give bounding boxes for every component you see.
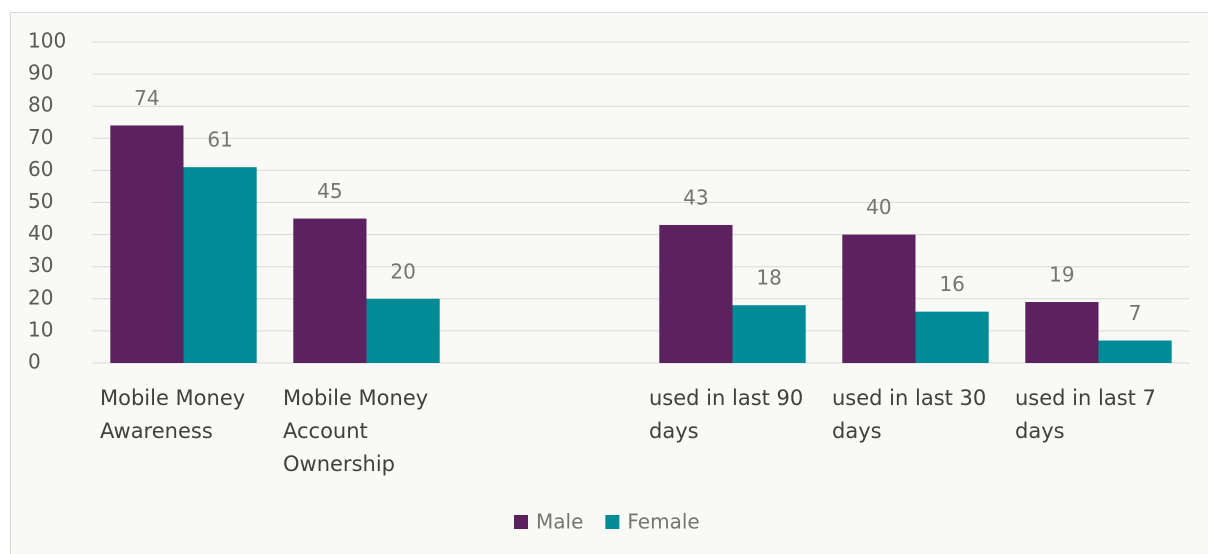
legend-label: Female — [627, 510, 699, 534]
data-label: 19 — [1049, 263, 1074, 287]
y-tick-label: 10 — [28, 317, 53, 341]
data-label: 7 — [1129, 301, 1142, 325]
data-label: 45 — [317, 179, 342, 203]
bar — [842, 234, 916, 363]
y-tick-label: 50 — [28, 189, 53, 213]
data-label: 74 — [134, 86, 159, 110]
y-tick-label: 30 — [28, 253, 53, 277]
x-tick-label: used in last 30 days — [832, 386, 987, 443]
legend-label: Male — [536, 510, 583, 534]
data-label: 20 — [390, 259, 415, 283]
bar — [915, 311, 989, 363]
data-label: 43 — [683, 185, 708, 209]
legend-swatch — [605, 515, 620, 529]
x-tick-label: Mobile Money Awareness — [100, 386, 246, 443]
bar — [183, 167, 257, 363]
x-tick-label: Mobile Money Account Ownership — [283, 386, 429, 476]
x-tick-label: used in last 7 days — [1015, 386, 1156, 443]
y-tick-label: 20 — [28, 285, 53, 309]
y-tick-label: 100 — [28, 29, 66, 53]
y-tick-label: 90 — [28, 61, 53, 85]
y-tick-label: 70 — [28, 125, 53, 149]
bar — [110, 125, 184, 364]
data-label: 40 — [866, 195, 891, 219]
bar — [293, 218, 367, 363]
legend-swatch — [514, 515, 528, 529]
bar — [1098, 340, 1172, 363]
data-label: 16 — [939, 272, 964, 296]
y-tick-label: 0 — [28, 350, 41, 374]
bar — [366, 298, 440, 363]
x-tick-label: used in last 90 days — [649, 386, 804, 443]
data-label: 18 — [756, 266, 781, 290]
y-tick-label: 60 — [28, 157, 53, 181]
y-tick-label: 80 — [28, 93, 53, 117]
data-label: 61 — [207, 128, 232, 152]
y-tick-label: 40 — [28, 221, 53, 245]
bar — [1025, 302, 1099, 363]
bar — [659, 224, 733, 363]
bar — [732, 305, 806, 363]
